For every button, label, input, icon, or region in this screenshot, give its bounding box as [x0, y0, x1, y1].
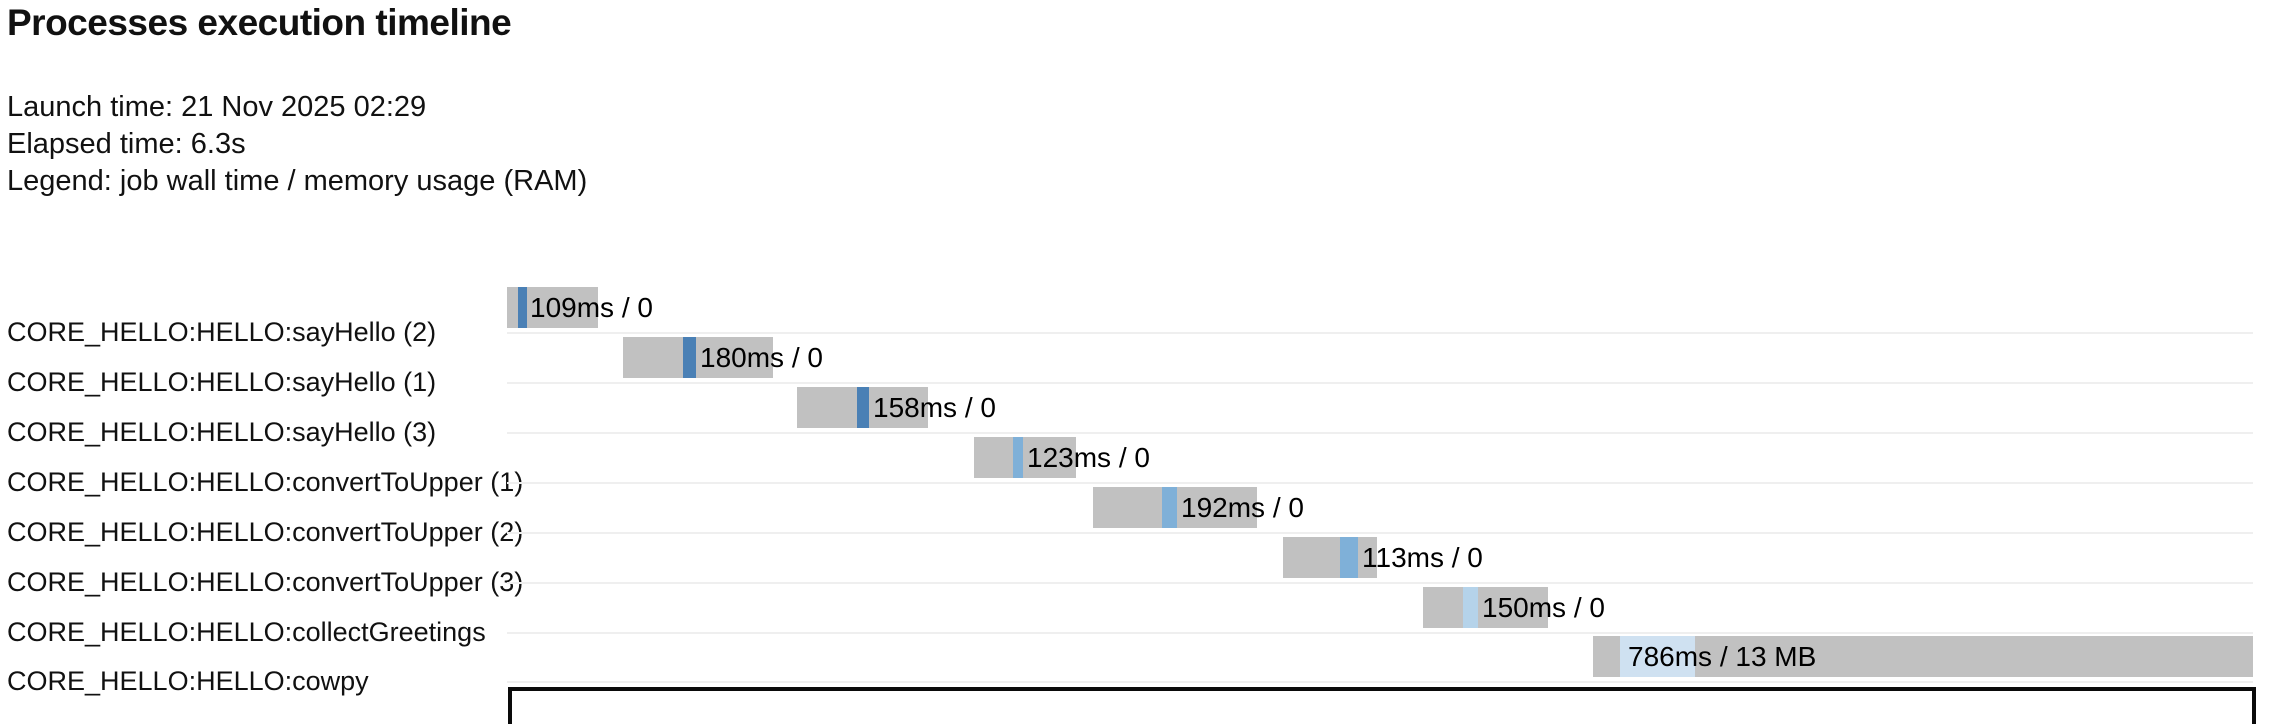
- process-row-label: CORE_HELLO:HELLO:sayHello (1): [7, 367, 437, 397]
- task-bar-track: [974, 437, 1076, 478]
- task-run-segment: [1620, 636, 1695, 677]
- task-value-label: 192ms / 0: [1181, 492, 1304, 523]
- bottom-section-frame: [508, 687, 2256, 724]
- task-bar-track: [1593, 636, 2253, 677]
- task-value-label: 180ms / 0: [700, 342, 823, 373]
- task-run-segment: [683, 337, 696, 378]
- row-gridline: [507, 382, 2253, 384]
- row-gridline: [507, 432, 2253, 434]
- row-gridline: [507, 482, 2253, 484]
- task-run-segment: [518, 287, 527, 328]
- process-row-label: CORE_HELLO:HELLO:convertToUpper (3): [7, 567, 524, 597]
- legend-text: Legend: job wall time / memory usage (RA…: [7, 165, 588, 197]
- task-run-segment: [857, 387, 869, 428]
- task-value-label: 123ms / 0: [1027, 442, 1150, 473]
- task-run-segment: [1162, 487, 1177, 528]
- row-gridline: [507, 632, 2253, 634]
- task-value-label: 158ms / 0: [873, 392, 996, 423]
- task-value-label: 109ms / 0: [530, 292, 653, 323]
- task-run-segment: [1340, 537, 1358, 578]
- row-gridline: [507, 332, 2253, 334]
- process-row-label: CORE_HELLO:HELLO:cowpy: [7, 666, 369, 696]
- process-row-label: CORE_HELLO:HELLO:convertToUpper (2): [7, 517, 524, 547]
- row-gridline: [507, 532, 2253, 534]
- launch-time-text: Launch time: 21 Nov 2025 02:29: [7, 91, 427, 123]
- task-bar-track: [1423, 587, 1548, 628]
- elapsed-time-text: Elapsed time: 6.3s: [7, 128, 246, 160]
- page-title: Processes execution timeline: [7, 2, 512, 43]
- process-row-label: CORE_HELLO:HELLO:collectGreetings: [7, 617, 486, 647]
- process-row-label: CORE_HELLO:HELLO:convertToUpper (1): [7, 467, 524, 497]
- task-bar-track: [1283, 537, 1377, 578]
- task-run-segment: [1463, 587, 1478, 628]
- row-gridline: [507, 582, 2253, 584]
- process-row-label: CORE_HELLO:HELLO:sayHello (3): [7, 417, 437, 447]
- task-value-label: 786ms / 13 MB: [1628, 641, 1817, 672]
- row-gridline: [507, 681, 2253, 683]
- process-row-label: CORE_HELLO:HELLO:sayHello (2): [7, 317, 437, 347]
- task-run-segment: [1013, 437, 1023, 478]
- task-bar-track: [623, 337, 773, 378]
- task-value-label: 113ms / 0: [1362, 542, 1483, 573]
- task-value-label: 150ms / 0: [1482, 592, 1605, 623]
